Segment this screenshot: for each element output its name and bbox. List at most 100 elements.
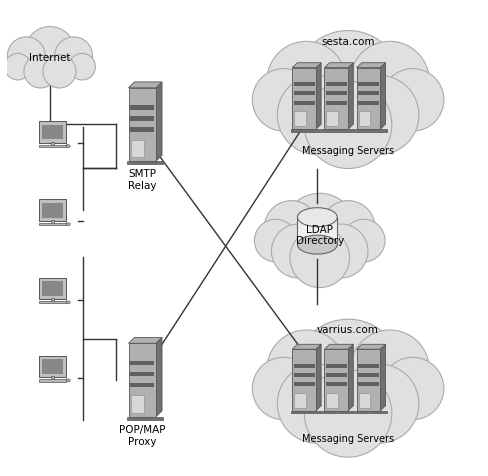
Polygon shape bbox=[128, 337, 162, 343]
Bar bbox=[358, 82, 379, 86]
Text: POP/MAP
Proxy: POP/MAP Proxy bbox=[119, 425, 165, 446]
Circle shape bbox=[254, 219, 297, 262]
Circle shape bbox=[350, 41, 429, 120]
Ellipse shape bbox=[66, 223, 70, 226]
Text: sesta.com: sesta.com bbox=[322, 37, 375, 47]
Bar bbox=[292, 68, 316, 129]
Bar bbox=[298, 217, 337, 245]
Bar bbox=[358, 373, 379, 377]
Text: Messaging Servers: Messaging Servers bbox=[302, 146, 394, 156]
Circle shape bbox=[290, 228, 349, 288]
Circle shape bbox=[350, 330, 429, 409]
Bar bbox=[326, 382, 346, 386]
Circle shape bbox=[283, 193, 357, 267]
Bar bbox=[127, 416, 163, 420]
Bar bbox=[358, 382, 379, 386]
Ellipse shape bbox=[66, 145, 70, 148]
Bar bbox=[51, 220, 54, 223]
Bar bbox=[41, 281, 63, 296]
Bar bbox=[325, 68, 348, 129]
Bar bbox=[39, 356, 66, 377]
Circle shape bbox=[4, 53, 31, 80]
Bar bbox=[39, 121, 66, 143]
Bar bbox=[291, 411, 322, 414]
Circle shape bbox=[314, 224, 368, 278]
Circle shape bbox=[252, 69, 315, 131]
Text: SMTP
Relay: SMTP Relay bbox=[128, 169, 157, 191]
Bar bbox=[294, 111, 305, 126]
Bar bbox=[358, 364, 379, 367]
Ellipse shape bbox=[298, 235, 337, 254]
Bar bbox=[294, 373, 314, 377]
Circle shape bbox=[305, 370, 392, 457]
Bar bbox=[323, 129, 354, 132]
Circle shape bbox=[277, 75, 356, 155]
Circle shape bbox=[267, 41, 346, 120]
Bar bbox=[326, 111, 338, 126]
Bar bbox=[326, 364, 346, 367]
Circle shape bbox=[340, 75, 419, 155]
Polygon shape bbox=[156, 82, 162, 161]
Text: varrius.com: varrius.com bbox=[317, 325, 379, 335]
Circle shape bbox=[69, 53, 96, 80]
Circle shape bbox=[343, 219, 385, 262]
Polygon shape bbox=[348, 344, 353, 411]
Bar bbox=[294, 382, 314, 386]
Bar bbox=[326, 100, 346, 105]
Circle shape bbox=[294, 30, 402, 139]
Bar bbox=[355, 129, 386, 132]
Bar bbox=[51, 142, 54, 145]
Bar bbox=[325, 349, 348, 411]
Bar bbox=[359, 111, 370, 126]
Bar bbox=[39, 199, 66, 221]
Bar bbox=[326, 82, 346, 86]
Polygon shape bbox=[316, 63, 321, 129]
Text: Internet: Internet bbox=[29, 53, 71, 63]
Polygon shape bbox=[357, 344, 386, 349]
Circle shape bbox=[382, 357, 444, 420]
Circle shape bbox=[294, 319, 402, 427]
Polygon shape bbox=[292, 344, 321, 349]
Circle shape bbox=[7, 37, 45, 75]
Circle shape bbox=[24, 55, 57, 88]
Polygon shape bbox=[316, 344, 321, 411]
Bar bbox=[294, 82, 314, 86]
Text: Messaging Servers: Messaging Servers bbox=[302, 434, 394, 444]
Bar bbox=[128, 343, 156, 416]
Ellipse shape bbox=[66, 301, 70, 304]
Circle shape bbox=[271, 224, 325, 278]
Bar bbox=[41, 359, 63, 374]
Circle shape bbox=[267, 330, 346, 409]
Bar bbox=[358, 100, 379, 105]
Polygon shape bbox=[325, 63, 353, 68]
Polygon shape bbox=[380, 63, 386, 129]
Polygon shape bbox=[357, 63, 386, 68]
Bar bbox=[359, 393, 370, 407]
Bar bbox=[291, 129, 322, 132]
Polygon shape bbox=[348, 63, 353, 129]
Circle shape bbox=[55, 37, 93, 75]
Circle shape bbox=[25, 27, 75, 76]
Bar bbox=[357, 68, 380, 129]
Bar bbox=[130, 360, 154, 365]
Circle shape bbox=[321, 200, 375, 255]
Bar bbox=[294, 364, 314, 367]
Ellipse shape bbox=[66, 379, 70, 382]
Circle shape bbox=[264, 200, 318, 255]
Bar bbox=[131, 396, 144, 413]
Circle shape bbox=[305, 81, 392, 169]
Bar bbox=[39, 379, 66, 382]
Bar bbox=[131, 140, 144, 158]
Circle shape bbox=[43, 55, 76, 88]
Bar bbox=[39, 223, 66, 226]
Circle shape bbox=[382, 69, 444, 131]
Polygon shape bbox=[380, 344, 386, 411]
Bar bbox=[326, 393, 338, 407]
Bar bbox=[127, 161, 163, 164]
Bar bbox=[326, 373, 346, 377]
Bar bbox=[130, 116, 154, 121]
Bar bbox=[358, 91, 379, 95]
Bar bbox=[130, 383, 154, 387]
Bar bbox=[355, 411, 386, 414]
Text: LDAP
Directory: LDAP Directory bbox=[296, 225, 344, 247]
